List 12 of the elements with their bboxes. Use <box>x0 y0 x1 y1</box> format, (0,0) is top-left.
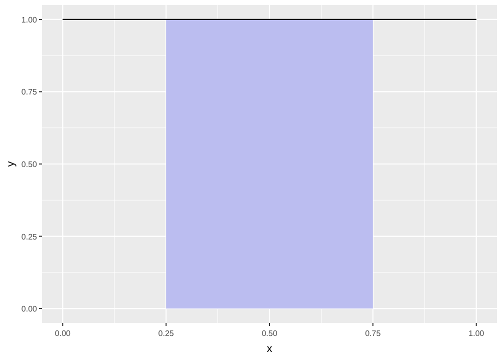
x-tick-label: 0.50 <box>262 329 278 338</box>
x-tick-label: 0.75 <box>365 329 382 338</box>
x-axis-title: x <box>266 343 273 355</box>
y-tick-label: 0.75 <box>21 88 38 97</box>
y-tick-label: 1.00 <box>21 15 38 24</box>
y-tick-label: 0.50 <box>21 160 38 169</box>
x-tick-label: 0.25 <box>158 329 174 338</box>
y-tick-label: 0.25 <box>21 232 38 242</box>
y-axis-title: y <box>5 160 17 167</box>
x-tick-label: 0.00 <box>54 329 72 338</box>
x-tick-label: 1.00 <box>468 329 485 338</box>
y-tick-label: 0.00 <box>21 304 38 314</box>
